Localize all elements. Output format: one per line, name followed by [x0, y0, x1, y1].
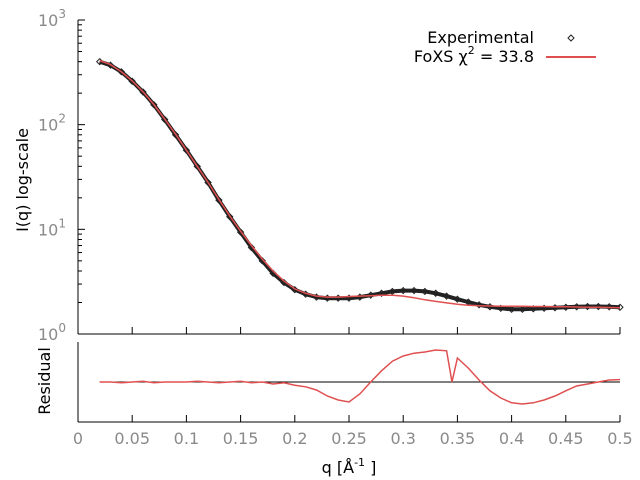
main-y-axis-label: I(q) log-scale [13, 128, 32, 232]
experimental-point [399, 286, 407, 295]
x-axis-label: q [Å-1 ] [322, 456, 377, 477]
experimental-point [442, 292, 451, 300]
experimental-point [236, 228, 245, 236]
main-plot-area [95, 57, 624, 314]
legend-marker-experimental [567, 34, 575, 42]
experimental-point [518, 305, 527, 314]
y-tick-label-3: 103 [38, 7, 66, 30]
experimental-point [258, 257, 266, 265]
experimental-point [161, 115, 169, 124]
y-tick-label-2: 102 [38, 112, 66, 135]
legend-foxs-suffix: = 33.8 [475, 47, 534, 66]
y-tick-exp-2: 2 [58, 112, 66, 126]
y-tick-label-1: 101 [38, 216, 66, 239]
y-tick-base-2: 10 [38, 116, 58, 135]
experimental-point [247, 243, 256, 252]
residual-x-ticks: 0 0.05 0.1 0.15 0.2 0.25 0.3 0.35 0.4 0.45 0.5 [73, 327, 633, 448]
experimental-point [475, 301, 483, 309]
y-tick-exp-3: 3 [58, 7, 66, 21]
experimental-point [280, 278, 288, 287]
x-tick-label-5: 0.25 [331, 429, 367, 448]
experimental-point [150, 101, 158, 109]
x-axis-label-sup: -1 [354, 456, 365, 469]
residual-y-axis-label: Residual [35, 347, 54, 415]
x-tick-label-9: 0.45 [548, 429, 584, 448]
residual-plot-area [99, 349, 621, 405]
experimental-point [291, 285, 299, 294]
experimental-point [594, 302, 603, 311]
x-axis-label-suffix: ] [365, 458, 376, 477]
experimental-point [410, 286, 418, 295]
x-tick-label-6: 0.3 [390, 429, 415, 448]
experimental-point [507, 305, 516, 314]
y-tick-exp-0: 0 [58, 321, 66, 335]
experimental-point [215, 196, 223, 204]
experimental-point [583, 302, 592, 311]
x-axis-label-main: q [Å [322, 458, 354, 477]
x-tick-label-1: 0.05 [114, 429, 150, 448]
experimental-point [529, 305, 537, 313]
experimental-point [182, 146, 191, 154]
experimental-point [453, 295, 462, 303]
experimental-point [366, 291, 375, 299]
experimental-point [139, 88, 147, 96]
legend: Experimental FoXS χ2 = 33.8 [414, 28, 596, 66]
experimental-point [616, 303, 624, 311]
experimental-point [193, 162, 201, 171]
experimental-point [128, 77, 136, 85]
y-tick-exp-1: 1 [58, 216, 66, 230]
y-tick-label-0: 100 [38, 321, 66, 344]
legend-label-experimental: Experimental [427, 28, 534, 47]
series-foxs [99, 59, 621, 309]
experimental-point [388, 287, 397, 296]
experimental-point [171, 131, 180, 139]
x-tick-label-4: 0.2 [282, 429, 307, 448]
x-tick-label-0: 0 [73, 429, 83, 448]
x-tick-label-3: 0.15 [223, 429, 259, 448]
y-tick-base-3: 10 [38, 11, 58, 30]
experimental-point [226, 213, 234, 221]
experimental-point [204, 178, 212, 187]
x-tick-label-8: 0.4 [499, 429, 524, 448]
y-tick-base-1: 10 [38, 220, 58, 239]
legend-foxs-sup: 2 [468, 44, 475, 57]
experimental-point [377, 289, 386, 297]
series-experimental [99, 59, 621, 312]
experimental-point [605, 303, 613, 311]
x-tick-label-2: 0.1 [174, 429, 199, 448]
series-residual [99, 349, 621, 405]
experimental-point [572, 303, 581, 311]
legend-foxs-main: FoXS χ [414, 47, 468, 66]
x-tick-label-7: 0.35 [440, 429, 476, 448]
x-tick-label-10: 0.5 [607, 429, 632, 448]
legend-label-foxs: FoXS χ2 = 33.8 [414, 44, 534, 66]
y-tick-base-0: 10 [38, 325, 58, 344]
experimental-point [421, 287, 429, 296]
experimental-point [432, 289, 440, 297]
experimental-point [497, 304, 505, 313]
